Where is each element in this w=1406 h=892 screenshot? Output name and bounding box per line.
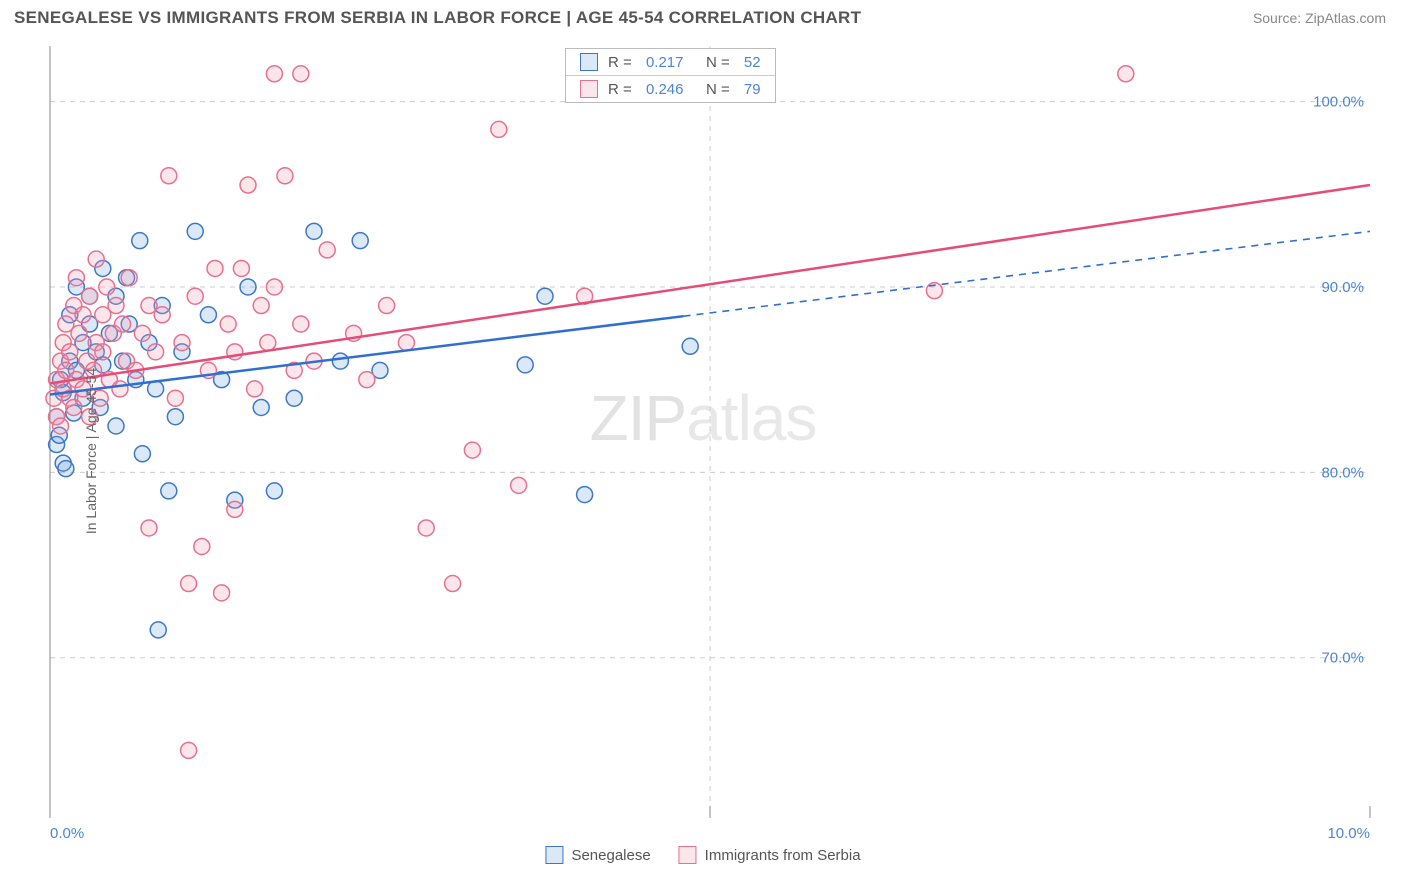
chart-source: Source: ZipAtlas.com (1253, 10, 1386, 26)
chart-header: SENEGALESE VS IMMIGRANTS FROM SERBIA IN … (0, 0, 1406, 36)
source-link[interactable]: ZipAtlas.com (1305, 10, 1386, 26)
n-label: N = (693, 81, 733, 98)
y-axis-label: In Labor Force | Age 45-54 (83, 368, 99, 534)
legend-item: Senegalese (545, 846, 650, 864)
r-legend-row: R = 0.246 N = 79 (566, 76, 775, 102)
legend-swatch (545, 846, 563, 864)
r-label: R = (608, 81, 636, 98)
legend-swatch (580, 80, 598, 98)
series-legend: Senegalese Immigrants from Serbia (545, 846, 860, 864)
chart-area: In Labor Force | Age 45-54 70.0% 80.0% 90.… (0, 36, 1406, 866)
legend-swatch (679, 846, 697, 864)
r-value: 0.217 (646, 54, 684, 71)
n-value: 79 (744, 81, 761, 98)
n-label: N = (693, 54, 733, 71)
legend-label: Senegalese (571, 847, 650, 864)
chart-title: SENEGALESE VS IMMIGRANTS FROM SERBIA IN … (14, 8, 861, 28)
svg-text:10.0%: 10.0% (1327, 825, 1370, 842)
r-legend-row: R = 0.217 N = 52 (566, 49, 775, 76)
n-value: 52 (744, 54, 761, 71)
r-value: 0.246 (646, 81, 684, 98)
legend-swatch (580, 53, 598, 71)
svg-text:0.0%: 0.0% (50, 825, 84, 842)
svg-text:80.0%: 80.0% (1321, 464, 1364, 481)
svg-text:100.0%: 100.0% (1313, 94, 1364, 111)
scatter-chart: 70.0% 80.0% 90.0% 100.0% 0.0% 10.0% (0, 36, 1406, 866)
svg-text:90.0%: 90.0% (1321, 279, 1364, 296)
legend-item: Immigrants from Serbia (679, 846, 861, 864)
correlation-legend: R = 0.217 N = 52R = 0.246 N = 79 (565, 48, 776, 103)
legend-label: Immigrants from Serbia (705, 847, 861, 864)
r-label: R = (608, 54, 636, 71)
svg-text:70.0%: 70.0% (1321, 650, 1364, 667)
source-label: Source: (1253, 10, 1305, 26)
